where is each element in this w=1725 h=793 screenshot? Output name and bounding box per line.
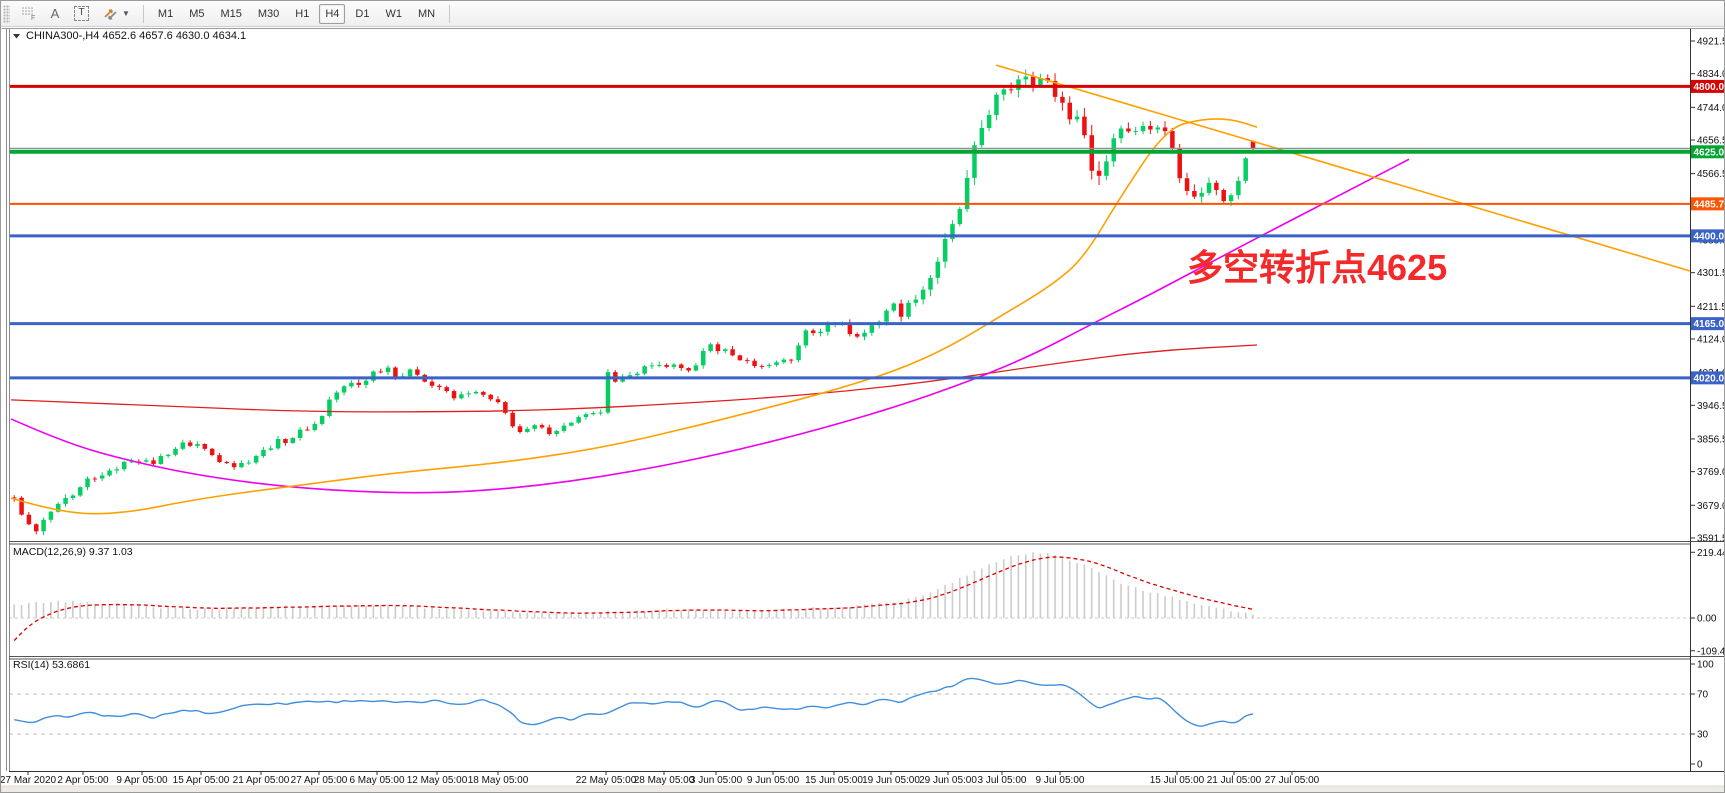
timeframe-button-m15[interactable]: M15 bbox=[214, 4, 247, 24]
macd-panel[interactable] bbox=[9, 552, 1690, 642]
rsi-tick-label: 100 bbox=[1697, 660, 1714, 671]
timeframe-button-w1[interactable]: W1 bbox=[379, 4, 408, 24]
macd-tick-label: -109.44 bbox=[1697, 646, 1725, 657]
svg-text:4485.7: 4485.7 bbox=[1694, 199, 1725, 210]
date-tick-label: 9 Jul 05:00 bbox=[1036, 775, 1085, 786]
date-tick-label: 9 Jun 05:00 bbox=[747, 775, 800, 786]
svg-text:F: F bbox=[31, 15, 35, 21]
grid-crosshair-icon-button[interactable]: F bbox=[16, 4, 41, 24]
macd-signal-line bbox=[13, 556, 1254, 642]
chart-list-triangle-icon[interactable] bbox=[13, 34, 20, 39]
macd-histogram bbox=[13, 552, 1254, 618]
date-tick-label: 21 Apr 05:00 bbox=[233, 775, 290, 786]
chevron-down-icon: ▼ bbox=[122, 9, 130, 18]
date-tick-label: 9 Apr 05:00 bbox=[116, 775, 168, 786]
text-tool-button[interactable]: T bbox=[69, 4, 94, 24]
hline-price-badge: 4485.7 bbox=[1691, 197, 1725, 211]
cycle-symbols-button[interactable]: ▼ bbox=[98, 4, 135, 24]
timeframe-button-group: M1 M5 M15 M30 H1 H4 D1 W1 MN bbox=[150, 3, 443, 24]
date-tick-label: 22 May 05:00 bbox=[576, 775, 637, 786]
price-tick-label: 3856.5 bbox=[1697, 434, 1725, 445]
chart-canvas[interactable]: 多空转折点4625 CHINA300-,H4 4652.6 4657.6 4630… bbox=[1, 27, 1725, 793]
price-tick-label: 3591.5 bbox=[1697, 533, 1725, 544]
price-tick-label: 4834.0 bbox=[1697, 69, 1725, 80]
timeframe-button-m1[interactable]: M1 bbox=[152, 4, 179, 24]
date-tick-label: 3 Jun 05:00 bbox=[690, 775, 743, 786]
date-tick-label: 29 Jun 05:00 bbox=[919, 775, 977, 786]
timeframe-button-mn[interactable]: MN bbox=[412, 4, 441, 24]
hline-price-badge: 4625.0 bbox=[1691, 145, 1725, 159]
date-tick-label: 27 Mar 2020 bbox=[1, 775, 57, 786]
date-tick-label: 2 Apr 05:00 bbox=[57, 775, 109, 786]
chart-annotation-text[interactable]: 多空转折点4625 bbox=[1187, 247, 1447, 288]
price-tick-label: 3946.5 bbox=[1697, 401, 1725, 412]
macd-tick-label: 0.00 bbox=[1697, 614, 1717, 625]
text-tool-icon: T bbox=[74, 6, 89, 21]
price-tick-label: 4744.0 bbox=[1697, 103, 1725, 114]
ma-red-line bbox=[10, 344, 1258, 413]
panel-borders bbox=[1, 28, 1724, 792]
rsi-tick-label: 0 bbox=[1697, 760, 1703, 771]
date-tick-label: 12 May 05:00 bbox=[407, 775, 468, 786]
timeframe-button-m5[interactable]: M5 bbox=[183, 4, 210, 24]
date-tick-label: 27 Jul 05:00 bbox=[1265, 775, 1320, 786]
double-arrows-icon bbox=[104, 8, 117, 20]
candlestick-layer bbox=[12, 69, 1256, 536]
toolbar-separator bbox=[142, 4, 144, 23]
svg-text:4625.0: 4625.0 bbox=[1694, 147, 1725, 158]
hline-price-badge: 4165.0 bbox=[1691, 317, 1725, 331]
date-tick-label: 18 May 05:00 bbox=[468, 775, 529, 786]
timeframe-button-h4[interactable]: H4 bbox=[319, 3, 346, 24]
hline-price-badge: 4020.0 bbox=[1691, 371, 1725, 385]
svg-text:4400.0: 4400.0 bbox=[1694, 231, 1725, 242]
ma-magenta-line bbox=[10, 158, 1410, 494]
price-tick-label: 4566.5 bbox=[1697, 169, 1725, 180]
toolbar: F A T ▼ M1 M5 M15 M30 H1 H4 D1 W1 MN bbox=[1, 1, 1724, 27]
price-tick-label: 4921.5 bbox=[1697, 37, 1725, 48]
price-tick-label: 4124.0 bbox=[1697, 334, 1725, 345]
timeframe-button-h1[interactable]: H1 bbox=[289, 4, 315, 24]
timeframe-button-d1[interactable]: D1 bbox=[349, 4, 375, 24]
date-tick-label: 15 Apr 05:00 bbox=[173, 775, 230, 786]
date-tick-label: 19 Jun 05:00 bbox=[862, 775, 920, 786]
date-axis[interactable]: 27 Mar 2020 2 Apr 05:00 9 Apr 05:00 15 Apr … bbox=[1, 771, 1320, 786]
date-tick-label: 27 Apr 05:00 bbox=[291, 775, 348, 786]
toolbar-grip[interactable] bbox=[3, 4, 10, 23]
price-tick-label: 4301.5 bbox=[1697, 268, 1725, 279]
chart-title-row: CHINA300-,H4 4652.6 4657.6 4630.0 4634.1 bbox=[26, 30, 246, 42]
svg-text:4800.0: 4800.0 bbox=[1694, 82, 1725, 93]
rsi-tick-label: 30 bbox=[1697, 730, 1709, 741]
rsi-label: RSI(14) 53.6861 bbox=[13, 659, 90, 671]
svg-text:4020.0: 4020.0 bbox=[1694, 373, 1725, 384]
date-tick-label: 15 Jul 05:00 bbox=[1150, 775, 1205, 786]
price-axis[interactable]: 4921.54834.04744.04656.54566.54479.04389… bbox=[1690, 37, 1725, 771]
main-plot[interactable]: 多空转折点4625 bbox=[9, 64, 1690, 536]
toolbar-separator bbox=[449, 4, 451, 23]
grid-icon: F bbox=[22, 7, 35, 21]
svg-text:4165.0: 4165.0 bbox=[1694, 319, 1725, 330]
rsi-panel[interactable] bbox=[9, 677, 1690, 735]
date-tick-label: 6 May 05:00 bbox=[349, 775, 404, 786]
hline-price-badge: 4800.0 bbox=[1691, 79, 1725, 93]
date-tick-label: 15 Jun 05:00 bbox=[805, 775, 863, 786]
date-tick-label: 21 Jul 05:00 bbox=[1207, 775, 1262, 786]
arrow-label-tool-button[interactable]: A bbox=[45, 4, 65, 24]
rsi-tick-label: 70 bbox=[1697, 690, 1709, 701]
price-tick-label: 3679.0 bbox=[1697, 501, 1725, 512]
rsi-line bbox=[14, 677, 1254, 727]
date-tick-label: 28 May 05:00 bbox=[634, 775, 695, 786]
timeframe-button-m30[interactable]: M30 bbox=[252, 4, 285, 24]
macd-label: MACD(12,26,9) 9.37 1.03 bbox=[13, 546, 133, 558]
date-tick-label: 3 Jul 05:00 bbox=[978, 775, 1027, 786]
price-tick-label: 3769.0 bbox=[1697, 467, 1725, 478]
macd-tick-label: 219.44 bbox=[1697, 548, 1725, 559]
ma-orange-line bbox=[10, 118, 1258, 515]
hline-price-badge: 4400.0 bbox=[1691, 229, 1725, 243]
price-tick-label: 4656.5 bbox=[1697, 136, 1725, 147]
price-tick-label: 4211.5 bbox=[1697, 302, 1725, 313]
symbol-ohlc-label: CHINA300-,H4 4652.6 4657.6 4630.0 4634.1 bbox=[26, 30, 246, 42]
